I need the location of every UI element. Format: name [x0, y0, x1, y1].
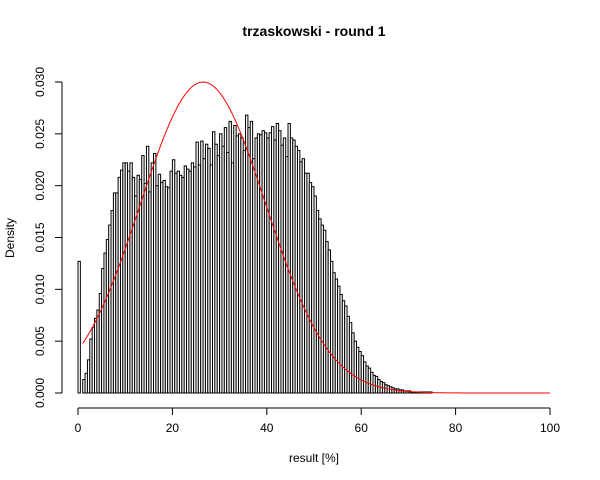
- histogram-bar: [77, 260, 81, 394]
- x-tick-label: 80: [449, 421, 463, 435]
- x-tick-label: 20: [166, 421, 180, 435]
- y-tick-label: 0.030: [33, 67, 47, 97]
- histogram-bars: [77, 114, 433, 394]
- y-axis-label: Density: [3, 218, 17, 258]
- y-tick-label: 0.000: [33, 378, 47, 408]
- x-axis: 0 20 40 60 80 100: [75, 407, 560, 435]
- x-tick-label: 0: [75, 421, 82, 435]
- y-axis: 0.000 0.005 0.010 0.015 0.020 0.025 0.030: [33, 67, 63, 408]
- y-tick-label: 0.010: [33, 274, 47, 304]
- chart-title: trzaskowski - round 1: [242, 23, 385, 39]
- x-axis-label: result [%]: [289, 451, 339, 465]
- x-tick-label: 100: [540, 421, 560, 435]
- y-tick-label: 0.005: [33, 326, 47, 356]
- y-tick-label: 0.020: [33, 170, 47, 200]
- x-tick-label: 60: [355, 421, 369, 435]
- y-tick-label: 0.015: [33, 222, 47, 252]
- y-tick-label: 0.025: [33, 118, 47, 148]
- x-tick-label: 40: [260, 421, 274, 435]
- normal-density-curve: [82, 81, 550, 394]
